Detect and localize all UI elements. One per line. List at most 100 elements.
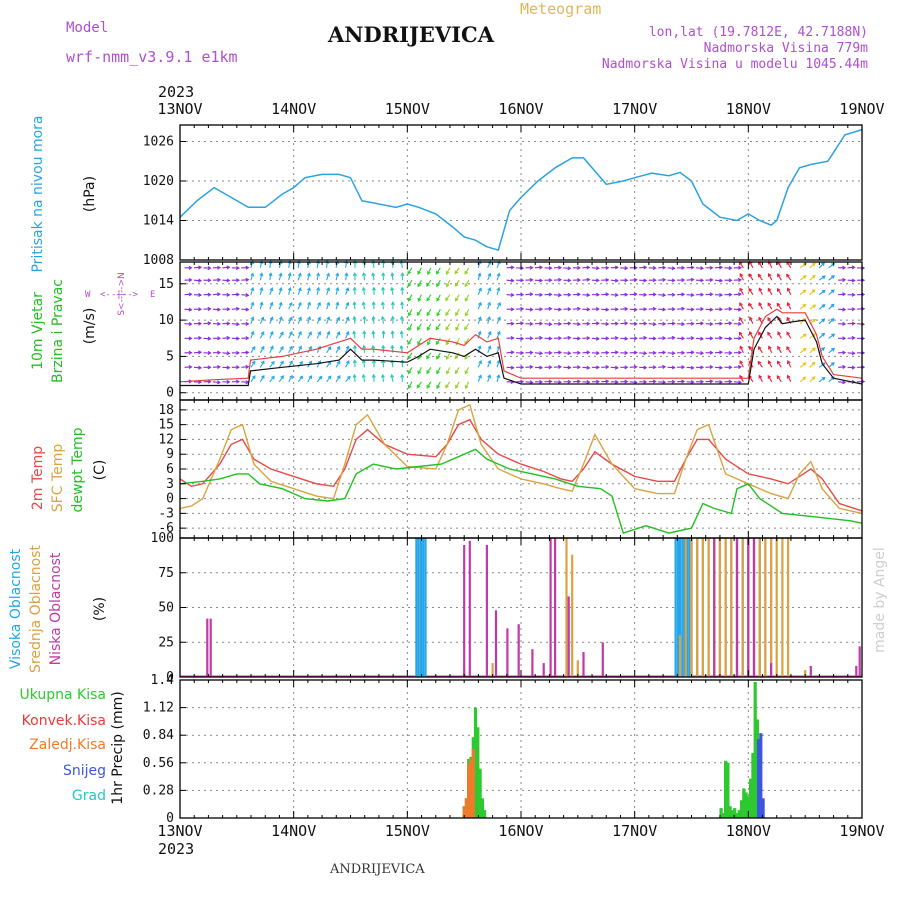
wind-arrow xyxy=(465,308,470,316)
precip-legend-3: Snijeg xyxy=(63,763,106,779)
wind-arrow-head xyxy=(681,336,686,341)
wind-arrow-head xyxy=(198,265,203,270)
wind-arrow-head xyxy=(690,380,695,385)
wind-arrow xyxy=(847,352,855,354)
wind-arrow-head xyxy=(738,265,742,270)
wind-arrow-head xyxy=(681,350,686,355)
wind-arrow xyxy=(857,308,865,310)
wind-arrow-head xyxy=(595,278,600,283)
wind-arrow-head xyxy=(567,307,572,312)
wind-arrow xyxy=(487,375,491,382)
wind-arrow xyxy=(269,361,275,368)
wind-arrow-head xyxy=(605,292,610,297)
wind-arrow-head xyxy=(217,321,222,326)
wind-arrow-head xyxy=(728,266,733,271)
year-top: 2023 xyxy=(158,83,195,101)
wind-arrow-head xyxy=(719,321,724,326)
wind-arrow-head xyxy=(842,350,847,355)
wind-arrow-head xyxy=(362,344,367,349)
wind-arrow-head xyxy=(399,315,404,320)
low-cloud-axis-label: Niska Oblacnost xyxy=(48,552,64,665)
wind-arrow xyxy=(496,273,500,281)
wind-arrow-head xyxy=(812,333,817,337)
wind-arrow-head xyxy=(454,270,459,275)
wind-arrow-head xyxy=(548,292,553,297)
wind-arrow xyxy=(838,293,846,296)
wind-arrow xyxy=(307,331,312,339)
wind-arrow-head xyxy=(345,301,350,306)
wind-arrow-head xyxy=(748,345,753,350)
wind-arrow xyxy=(436,294,441,302)
wind-arrow xyxy=(777,346,782,354)
wind-arrow xyxy=(828,275,835,281)
precip-legend-0: Ukupna Kisa xyxy=(19,687,106,703)
wind-arrow xyxy=(203,337,211,340)
wind-arrow-head xyxy=(671,335,676,340)
wind-arrow-head xyxy=(436,370,440,375)
wind-arrow-head xyxy=(407,384,412,389)
wind-arrow-head xyxy=(738,277,742,282)
wind-arrow xyxy=(724,322,732,325)
wind-arrow-head xyxy=(260,331,265,336)
wind-arrow xyxy=(269,346,274,354)
wind-arrow-head xyxy=(605,321,610,326)
wind-arrow-head xyxy=(709,278,714,282)
wind-arrow-head xyxy=(226,335,231,340)
clouds-bar-high_cloud xyxy=(415,538,418,677)
wind-arrow-head xyxy=(226,278,231,283)
wind-arrow xyxy=(391,331,394,339)
wind-arrow-head xyxy=(831,362,835,366)
wind-arrow xyxy=(739,288,744,295)
wind-arrow xyxy=(222,266,230,269)
wind-arrow-head xyxy=(539,307,544,312)
wind-arrow-head xyxy=(728,365,733,370)
wind-arrow-head xyxy=(426,282,430,287)
wind-arrow-head xyxy=(652,379,657,384)
wind-arrow xyxy=(639,352,647,354)
wind-arrow-head xyxy=(719,365,724,370)
wind-arrow xyxy=(818,290,826,296)
meteogram-label: Meteogram xyxy=(520,0,602,18)
wind-arrow-head xyxy=(812,318,817,323)
precip-bar-frozen_precip xyxy=(464,798,468,818)
clouds-bar-high_cloud xyxy=(422,538,425,677)
wind-arrow xyxy=(544,323,552,325)
wind-arrow-head xyxy=(821,289,826,294)
wind-arrow-head xyxy=(390,315,395,320)
wind-arrow xyxy=(714,351,723,354)
wind-arrow xyxy=(326,331,330,339)
wind-arrow-head xyxy=(586,307,591,312)
wind-arrow xyxy=(724,337,732,340)
wind-arrow xyxy=(610,351,618,354)
wind-compass-axis: <--|--> xyxy=(100,290,139,300)
clouds-bar-low_cloud xyxy=(517,624,520,677)
wind-arrow xyxy=(496,302,501,310)
wind-arrow-head xyxy=(464,326,468,331)
wind-arrow xyxy=(455,308,460,316)
wind-arrow xyxy=(786,332,792,339)
wind-arrow xyxy=(828,348,835,354)
wind-arrow xyxy=(464,267,470,275)
wind-arrow-head xyxy=(709,292,714,297)
wind-arrow-head xyxy=(757,273,762,278)
wind-arrow xyxy=(809,347,816,354)
wind-arrow-head xyxy=(586,321,591,326)
wind-arrow-head xyxy=(307,301,312,306)
wind-arrow xyxy=(426,308,432,316)
wind-arrow-head xyxy=(605,265,610,270)
wind-arrow-head xyxy=(520,350,525,355)
wind-arrow-head xyxy=(700,365,705,370)
wind-arrow-head xyxy=(739,302,743,307)
wind-arrow xyxy=(534,337,543,339)
wind-compass-e: E xyxy=(150,290,155,300)
wind-arrow-head xyxy=(748,287,753,292)
wind-arrow-head xyxy=(671,365,676,370)
y-tick-label: 75 xyxy=(158,566,174,581)
wind-arrow xyxy=(563,267,571,269)
wind-unit-label: (m/s) xyxy=(82,308,98,345)
wind-arrow-head xyxy=(445,341,450,346)
wind-arrow xyxy=(372,331,375,339)
wind-arrow-head xyxy=(251,375,256,380)
y-tick-label: 0 xyxy=(166,386,174,401)
wind-arrow-head xyxy=(417,297,422,302)
